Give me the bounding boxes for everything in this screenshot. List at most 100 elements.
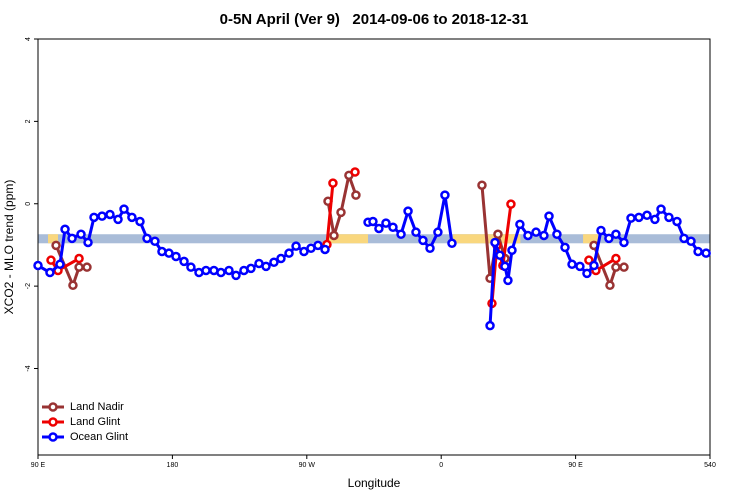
data-point [82,262,92,272]
data-point [171,251,181,262]
x-tick-label: 90 W [299,462,316,469]
data-point [164,248,174,258]
data-point [672,216,682,227]
legend-label: Ocean Glint [70,431,128,443]
data-point [231,270,241,281]
data-point [611,253,621,264]
data-point [626,213,636,223]
data-point [320,244,330,255]
data-point [619,262,629,272]
y-tick-label: -2 [25,283,32,289]
data-point [76,229,86,239]
x-tick-label: 180 [167,462,179,469]
data-point [113,214,123,225]
data-point [55,259,65,270]
data-point [567,259,577,270]
data-point [68,280,78,291]
data-point [313,240,323,251]
legend-marker [48,417,58,427]
data-point [485,320,495,331]
data-point [611,262,621,272]
data-point [127,212,137,223]
data-point [60,224,70,235]
data-point [531,227,541,237]
data-point [105,209,115,220]
data-point [89,212,99,223]
data-point [119,204,129,214]
data-point [506,199,516,209]
legend: Land Nadir Land Glint Ocean Glint [42,401,128,443]
data-point [611,229,621,239]
data-point [433,227,443,237]
data-point [523,230,533,241]
data-point [664,212,674,223]
highlight-range [48,234,59,244]
data-point [328,178,338,188]
data-point [693,246,703,257]
data-point [83,237,93,248]
data-point [495,250,505,260]
data-point [515,219,525,230]
legend-marker [48,402,58,412]
series-line [37,193,707,326]
data-point [74,253,84,264]
data-point [46,255,56,265]
chart-title: 0-5N April (Ver 9) 2014-09-06 to 2018-12… [220,11,529,28]
data-point [584,255,594,265]
data-point [186,262,196,272]
data-point [589,260,599,271]
data-point [701,248,711,258]
x-tick-label: 90 E [568,462,583,469]
data-point [552,229,562,239]
data-point [261,261,271,272]
data-point [284,248,294,258]
data-point [33,260,43,271]
data-point [503,275,513,286]
data-point [45,267,55,278]
data-point [582,268,592,279]
data-point [388,222,398,232]
data-point [396,229,406,239]
data-point [604,233,614,244]
y-tick-label: 0 [25,202,32,206]
data-point [329,230,339,241]
data-point [67,233,77,244]
data-point [246,263,256,274]
data-point [493,229,503,239]
data-point [539,230,549,241]
x-tick-label: 540 [704,462,716,469]
data-point [336,207,346,218]
data-point [605,280,615,291]
data-point [507,245,517,256]
data-point [374,223,384,234]
data-point [619,237,629,248]
data-point [179,256,189,267]
legend-label: Land Glint [70,416,120,428]
data-point [477,180,487,190]
plot-frame [37,38,711,456]
data-point [269,257,279,267]
data-point [425,243,435,253]
data-point [381,218,391,228]
data-point [490,237,500,248]
data-point [544,211,554,221]
reference-band [38,234,710,244]
data-point [216,267,226,278]
data-point [560,242,570,253]
data-point [642,210,652,221]
data-point [276,253,286,264]
data-point [299,246,309,257]
data-point [224,265,234,276]
data-point [411,227,421,237]
data-point [686,236,696,246]
data-point [150,236,160,246]
x-tick-label: 90 E [31,462,46,469]
legend-label: Land Nadir [70,401,124,413]
y-axis-label: XCO2 - MLO trend (ppm) [2,180,16,315]
data-point [634,212,644,223]
data-point [51,240,61,251]
y-tick-label: 2 [25,119,32,123]
data-point [74,262,84,272]
highlight-range [583,234,598,244]
